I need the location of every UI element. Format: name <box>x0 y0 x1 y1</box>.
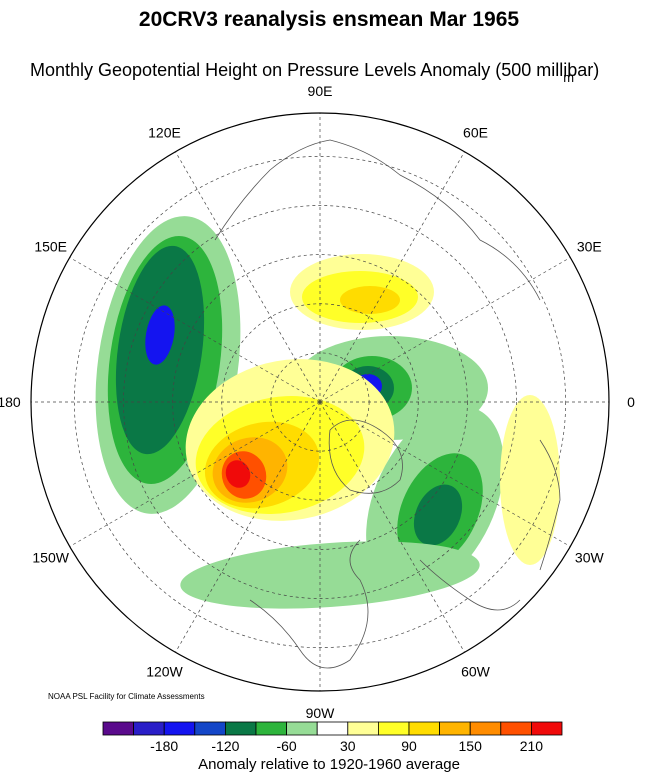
longitude-labels: 90E 60E 30E 0 30W 60W 90W 120W 150W 180 150E 120E <box>0 83 635 721</box>
colorbar-tick-label: 210 <box>520 738 544 754</box>
colorbar-swatch <box>102 721 135 736</box>
colorbar-tick-label: -120 <box>211 738 239 754</box>
coastlines <box>214 139 561 669</box>
anomaly-blob <box>413 484 463 546</box>
lon-label: 30W <box>575 550 605 566</box>
colorbar-label: Anomaly relative to 1920-1960 average <box>198 756 460 773</box>
lon-label: 90W <box>306 705 336 721</box>
colorbar-swatch <box>347 721 379 736</box>
lon-label: 150W <box>32 550 69 566</box>
lon-label: 120W <box>146 663 183 679</box>
colorbar-swatch <box>377 721 410 736</box>
graticule <box>31 113 609 691</box>
colorbar-swatch <box>439 721 471 736</box>
colorbar-swatch <box>163 721 196 736</box>
colorbar-swatch <box>408 721 441 736</box>
lon-label: 120E <box>148 125 181 141</box>
colorbar-swatch <box>316 721 349 736</box>
map-subtitle: Monthly Geopotential Height on Pressure … <box>30 60 650 85</box>
colorbar-swatch <box>500 721 532 736</box>
colorbar-tick-label: 150 <box>459 738 483 754</box>
map-boundary <box>30 112 610 692</box>
subtitle-text: Monthly Geopotential Height on Pressure … <box>30 60 600 80</box>
colorbar-swatch <box>255 721 288 736</box>
colorbar-tick-label: 30 <box>340 738 356 754</box>
lon-label: 180 <box>0 394 21 410</box>
colorbar-swatch <box>469 721 502 736</box>
lon-label: 60W <box>461 663 491 679</box>
map-title: 20CRV3 reanalysis ensmean Mar 1965 <box>138 8 520 31</box>
anomaly-blob <box>340 286 400 314</box>
colorbar-swatch <box>133 721 165 736</box>
colorbar-swatch <box>224 721 257 736</box>
colorbar-swatch <box>286 721 318 736</box>
lon-label: 0 <box>627 394 635 410</box>
anomaly-blob <box>145 305 175 365</box>
colorbar-tick-label: -180 <box>150 738 178 754</box>
colorbar-swatch <box>194 721 226 736</box>
colorbar: -180 -120 -60 30 90 150 210 <box>102 721 563 754</box>
lon-label: 60E <box>463 125 488 141</box>
anomaly-blob <box>225 460 251 488</box>
lon-label: 90E <box>308 83 333 99</box>
anomaly-blob <box>500 395 560 565</box>
lon-label: 30E <box>577 239 602 255</box>
anomaly-blob <box>180 541 480 609</box>
colorbar-swatch <box>531 721 563 736</box>
unit-label: m <box>563 70 575 85</box>
lon-label: 150E <box>34 239 67 255</box>
credit-text: NOAA PSL Facility for Climate Assessment… <box>48 692 205 701</box>
colorbar-tick-label: -60 <box>276 738 296 754</box>
colorbar-tick-label: 90 <box>401 738 417 754</box>
